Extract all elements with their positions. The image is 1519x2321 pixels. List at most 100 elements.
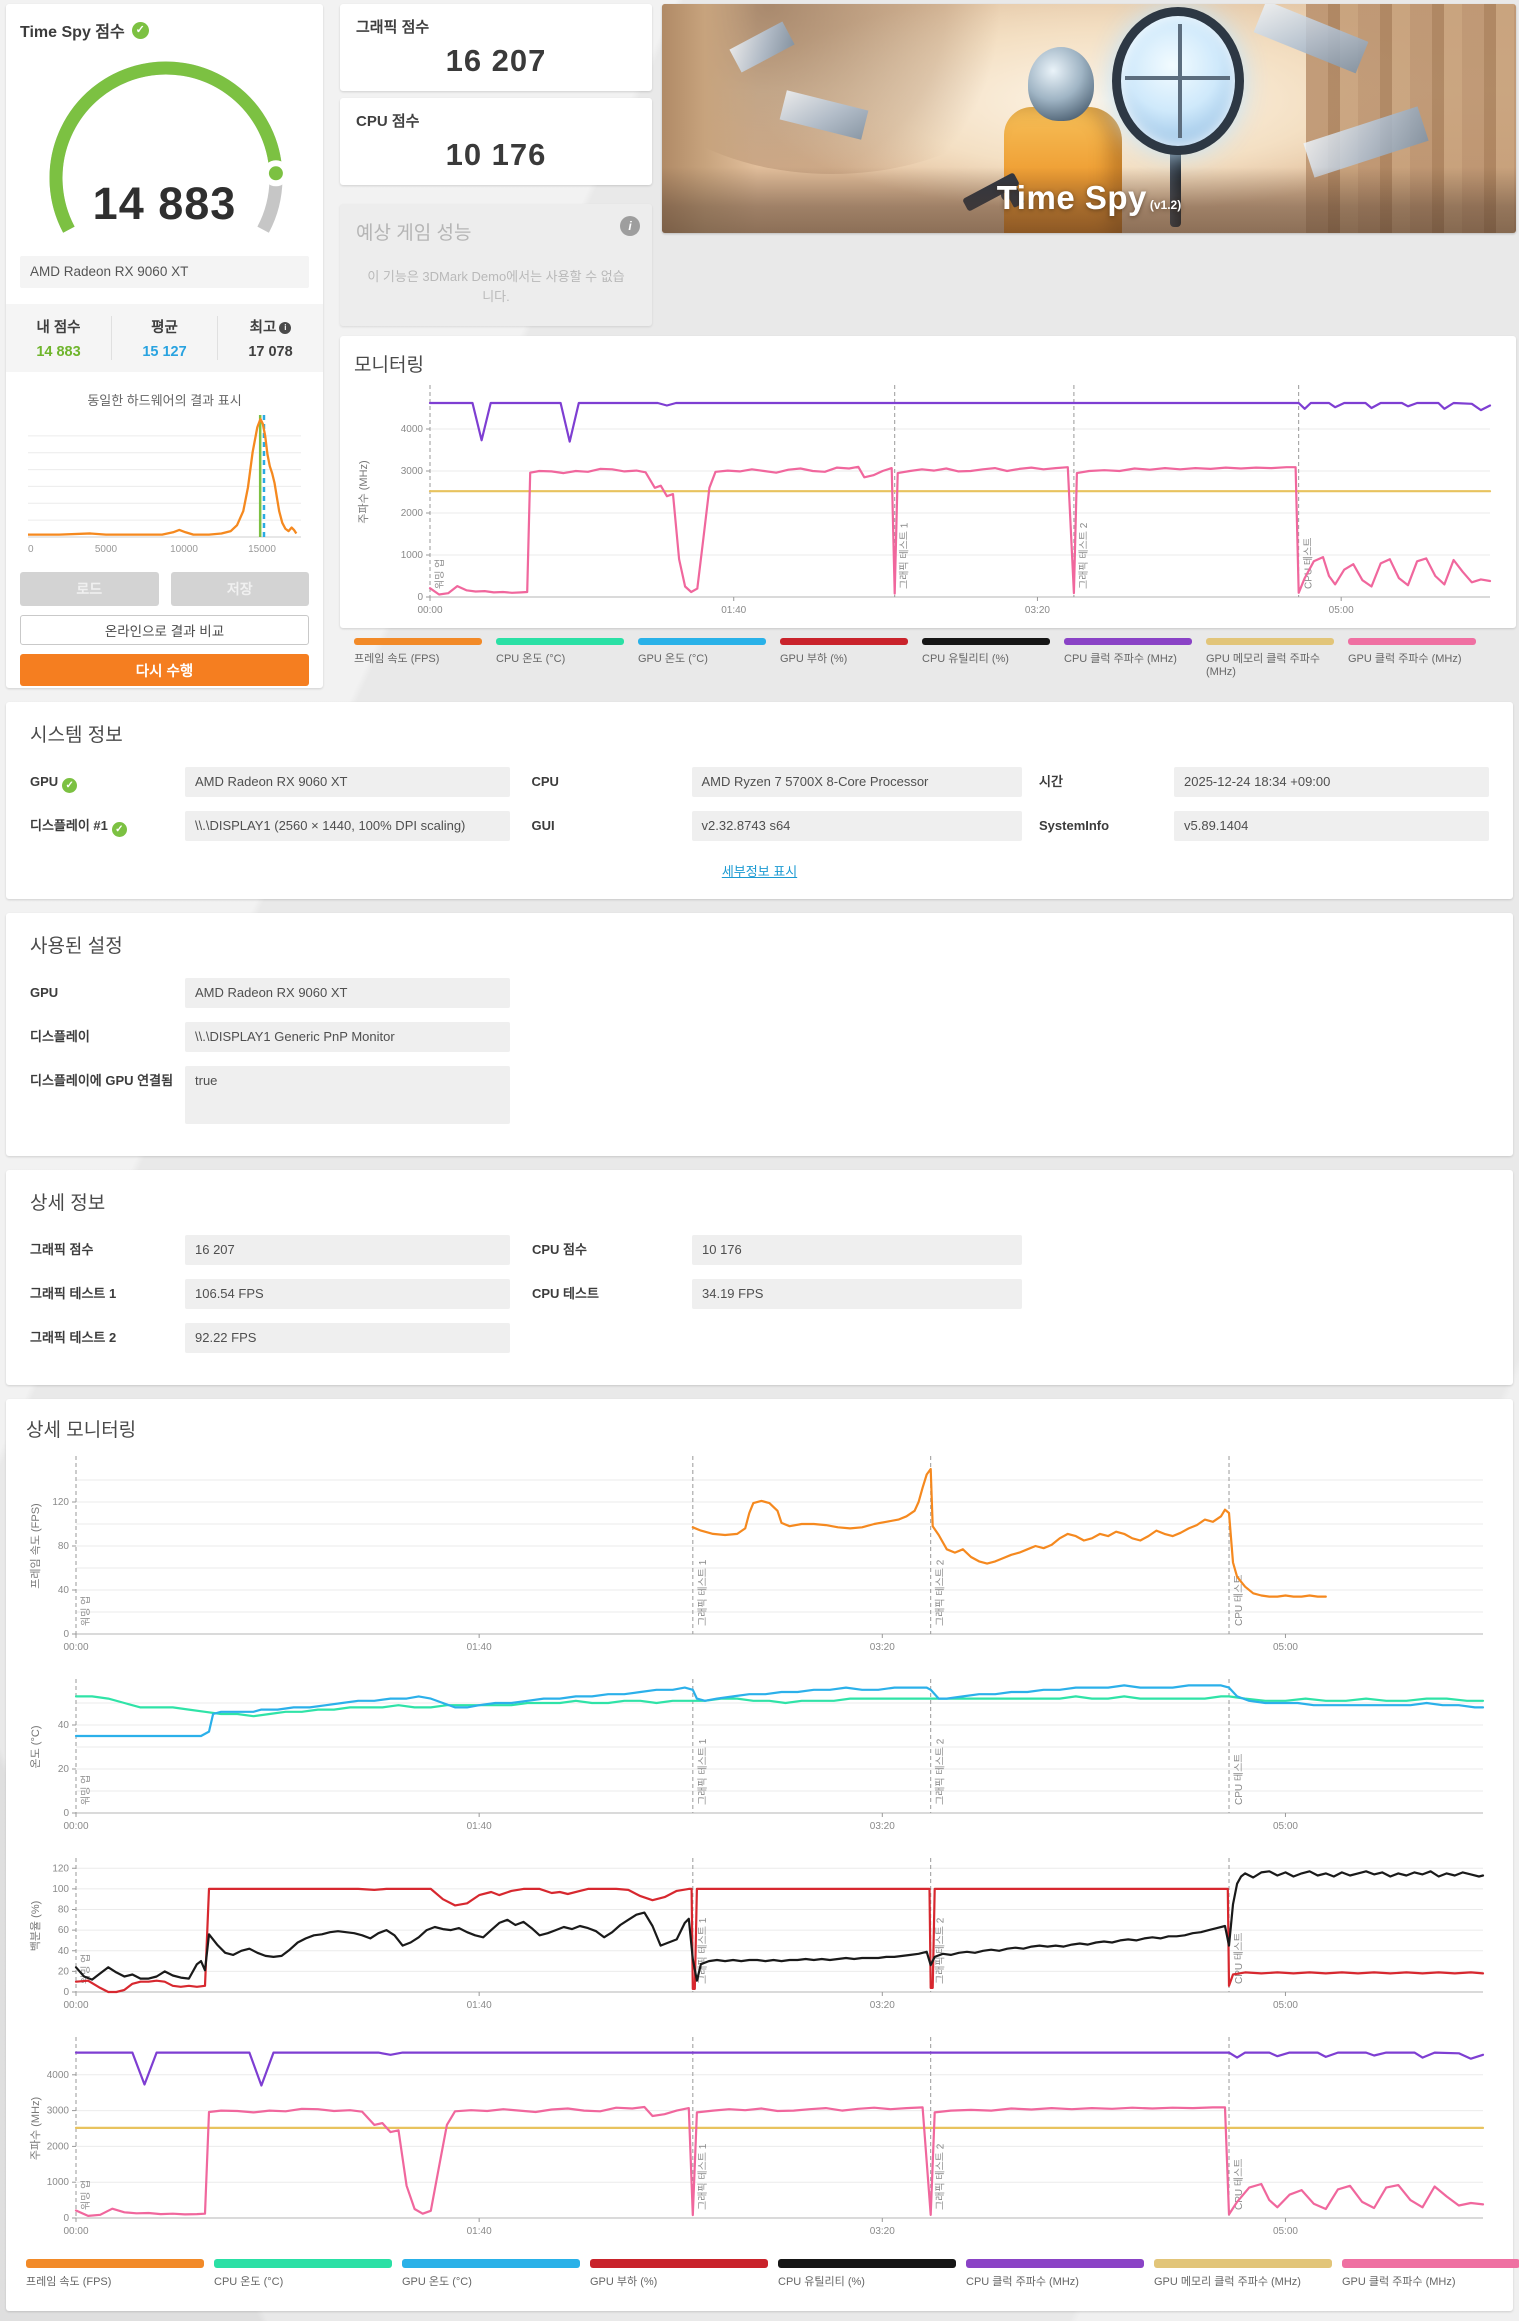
svg-text:00:00: 00:00 bbox=[63, 2226, 88, 2237]
svg-text:01:40: 01:40 bbox=[721, 605, 746, 616]
svg-text:05:00: 05:00 bbox=[1273, 1821, 1298, 1832]
svg-text:00:00: 00:00 bbox=[417, 605, 442, 616]
setting-row: GPU AMD Radeon RX 9060 XT bbox=[30, 978, 532, 1008]
svg-text:온도 (°C): 온도 (°C) bbox=[29, 1726, 42, 1769]
svg-text:05:00: 05:00 bbox=[1273, 1642, 1298, 1653]
legend-label: 프레임 속도 (FPS) bbox=[354, 653, 440, 665]
legend-swatch bbox=[496, 638, 624, 645]
legend-swatch bbox=[922, 638, 1050, 645]
stat-value: 14 883 bbox=[36, 344, 81, 360]
legend-swatch bbox=[26, 2259, 204, 2268]
detailed-info-title: 상세 정보 bbox=[30, 1193, 106, 1214]
setting-label: 디스플레이에 GPU 연결됨 bbox=[30, 1073, 174, 1088]
stat-value: 17 078 bbox=[248, 344, 293, 360]
legend-label: CPU 온도 (°C) bbox=[496, 653, 566, 665]
svg-text:100: 100 bbox=[52, 1884, 69, 1895]
svg-text:그래픽 테스트 1: 그래픽 테스트 1 bbox=[899, 522, 911, 589]
estimated-game-performance-card: 예상 게임 성능 i 이 기능은 3DMark Demo에서는 사용할 수 없습… bbox=[340, 204, 652, 326]
legend-item: GPU 메모리 클럭 주파수 (MHz) bbox=[1154, 2259, 1342, 2289]
svg-text:00:00: 00:00 bbox=[63, 1821, 88, 1832]
frequency-chart: 0 1000 2000 3000 4000 주파수 (MHz) 00:00 01:40 03:2… bbox=[26, 2029, 1493, 2249]
system-info-title: 시스템 정보 bbox=[30, 725, 123, 746]
svg-text:그래픽 테스트 2: 그래픽 테스트 2 bbox=[935, 1917, 947, 1984]
show-details-link[interactable]: 세부정보 표시 bbox=[721, 864, 798, 879]
legend-label: GPU 메모리 클럭 주파수 (MHz) bbox=[1154, 2276, 1301, 2288]
svg-text:프레임 속도 (FPS): 프레임 속도 (FPS) bbox=[29, 1503, 42, 1588]
svg-text:40: 40 bbox=[58, 1585, 70, 1596]
svg-text:그래픽 테스트 2: 그래픽 테스트 2 bbox=[1078, 522, 1090, 589]
legend-swatch bbox=[966, 2259, 1144, 2268]
legend-label: CPU 유틸리티 (%) bbox=[778, 2276, 865, 2288]
legend-item: CPU 유틸리티 (%) bbox=[778, 2259, 966, 2289]
svg-text:3000: 3000 bbox=[47, 2106, 70, 2117]
legend-item: 프레임 속도 (FPS) bbox=[26, 2259, 214, 2289]
svg-text:00:00: 00:00 bbox=[63, 2000, 88, 2011]
info-icon[interactable]: i bbox=[620, 216, 640, 236]
svg-text:주파수 (MHz): 주파수 (MHz) bbox=[29, 2097, 42, 2160]
svg-text:0: 0 bbox=[63, 1987, 69, 1998]
legend-swatch bbox=[214, 2259, 392, 2268]
info-row: 디스플레이 #1 ✓ \\.\DISPLAY1 (2560 × 1440, 100… bbox=[30, 811, 532, 841]
score-stats-strip: 내 점수 14 883 평균 15 127 최고 i bbox=[6, 304, 323, 372]
graphics-score-value: 16 207 bbox=[445, 43, 547, 78]
legend-item: CPU 온도 (°C) bbox=[496, 638, 638, 678]
setting-row: 디스플레이에 GPU 연결됨 true bbox=[30, 1066, 532, 1124]
used-settings-card: 사용된 설정 GPU AMD Radeon RX 9060 XT 디스플레이 \… bbox=[6, 913, 1513, 1156]
banner-version: (v1.2) bbox=[1149, 198, 1182, 212]
legend-item: GPU 온도 (°C) bbox=[638, 638, 780, 678]
svg-text:워밍 업: 워밍 업 bbox=[79, 2180, 92, 2210]
svg-text:4000: 4000 bbox=[47, 2070, 70, 2081]
svg-text:01:40: 01:40 bbox=[467, 2226, 492, 2237]
compare-online-button[interactable]: 온라인으로 결과 비교 bbox=[20, 615, 309, 645]
info-label: GUI bbox=[531, 818, 555, 833]
check-icon: ✓ bbox=[62, 778, 78, 793]
info-value: AMD Ryzen 7 5700X 8-Core Processor bbox=[691, 767, 1022, 797]
valid-check-icon: ✓ bbox=[131, 21, 149, 39]
info-label: GPU ✓ bbox=[30, 767, 185, 793]
monitoring-card: 모니터링 0 1000 2000 3000 4000 주파수 (MHz) 00:00 01:4… bbox=[340, 336, 1516, 678]
info-value: AMD Radeon RX 9060 XT bbox=[185, 767, 510, 797]
stat-label: 내 점수 bbox=[36, 320, 81, 336]
info-row: SystemInfo v5.89.1404 bbox=[1039, 811, 1489, 841]
svg-text:그래픽 테스트 2: 그래픽 테스트 2 bbox=[935, 1738, 947, 1805]
svg-text:80: 80 bbox=[58, 1541, 70, 1552]
detail-row: CPU 테스트 34.19 FPS bbox=[532, 1279, 1040, 1309]
detail-value: 92.22 FPS bbox=[185, 1323, 510, 1353]
monitoring-legend: 프레임 속도 (FPS) CPU 온도 (°C) GPU 온도 (°C) bbox=[354, 638, 1502, 678]
legend-label: GPU 부하 (%) bbox=[590, 2276, 658, 2288]
estimated-body-text: 이 기능은 3DMark Demo에서는 사용할 수 없습니다. bbox=[367, 269, 625, 304]
legend-label: CPU 클럭 주파수 (MHz) bbox=[966, 2276, 1079, 2288]
stat-label: 평균 bbox=[151, 320, 178, 336]
legend-label: GPU 온도 (°C) bbox=[638, 653, 708, 665]
run-again-button[interactable]: 다시 수행 bbox=[20, 654, 309, 686]
svg-text:10000: 10000 bbox=[170, 544, 198, 555]
svg-text:40: 40 bbox=[58, 1720, 70, 1731]
banner-title: Time Spy (v1.2) bbox=[662, 179, 1516, 217]
svg-text:CPU 테스트: CPU 테스트 bbox=[1233, 2159, 1245, 2211]
svg-text:03:20: 03:20 bbox=[870, 1821, 895, 1832]
detail-label: CPU 테스트 bbox=[532, 1286, 599, 1301]
legend-label: CPU 유틸리티 (%) bbox=[922, 653, 1009, 665]
detail-value: 10 176 bbox=[692, 1235, 1022, 1265]
detailed-monitoring-card: 상세 모니터링 0 40 80 120 프레임 속도 (FPS) 00:00 01:40 03… bbox=[6, 1399, 1519, 2311]
info-icon[interactable]: i bbox=[279, 322, 292, 334]
svg-text:20: 20 bbox=[58, 1966, 70, 1977]
svg-text:그래픽 테스트 2: 그래픽 테스트 2 bbox=[935, 2143, 947, 2210]
svg-text:그래픽 테스트 2: 그래픽 테스트 2 bbox=[935, 1559, 947, 1626]
gpu-selector-dropdown[interactable]: AMD Radeon RX 9060 XT bbox=[20, 256, 309, 288]
legend-label: GPU 클럭 주파수 (MHz) bbox=[1342, 2276, 1456, 2288]
legend-swatch bbox=[1154, 2259, 1332, 2268]
score-stat: 평균 15 127 bbox=[111, 316, 217, 360]
info-label: 시간 bbox=[1039, 774, 1063, 789]
legend-swatch bbox=[1064, 638, 1192, 645]
legend-swatch bbox=[1348, 638, 1476, 645]
legend-label: CPU 온도 (°C) bbox=[214, 2276, 284, 2288]
detailed-monitoring-legend: 프레임 속도 (FPS) CPU 온도 (°C) GPU 온도 (°C) GPU… bbox=[26, 2259, 1519, 2289]
timespy-banner-image: Time Spy (v1.2) bbox=[662, 4, 1516, 233]
banner-title-text: Time Spy bbox=[996, 179, 1147, 216]
svg-text:5000: 5000 bbox=[95, 544, 118, 555]
load-button: 로드 bbox=[20, 572, 159, 606]
legend-swatch bbox=[778, 2259, 956, 2268]
svg-text:05:00: 05:00 bbox=[1273, 2000, 1298, 2011]
save-button: 저장 bbox=[170, 572, 309, 606]
